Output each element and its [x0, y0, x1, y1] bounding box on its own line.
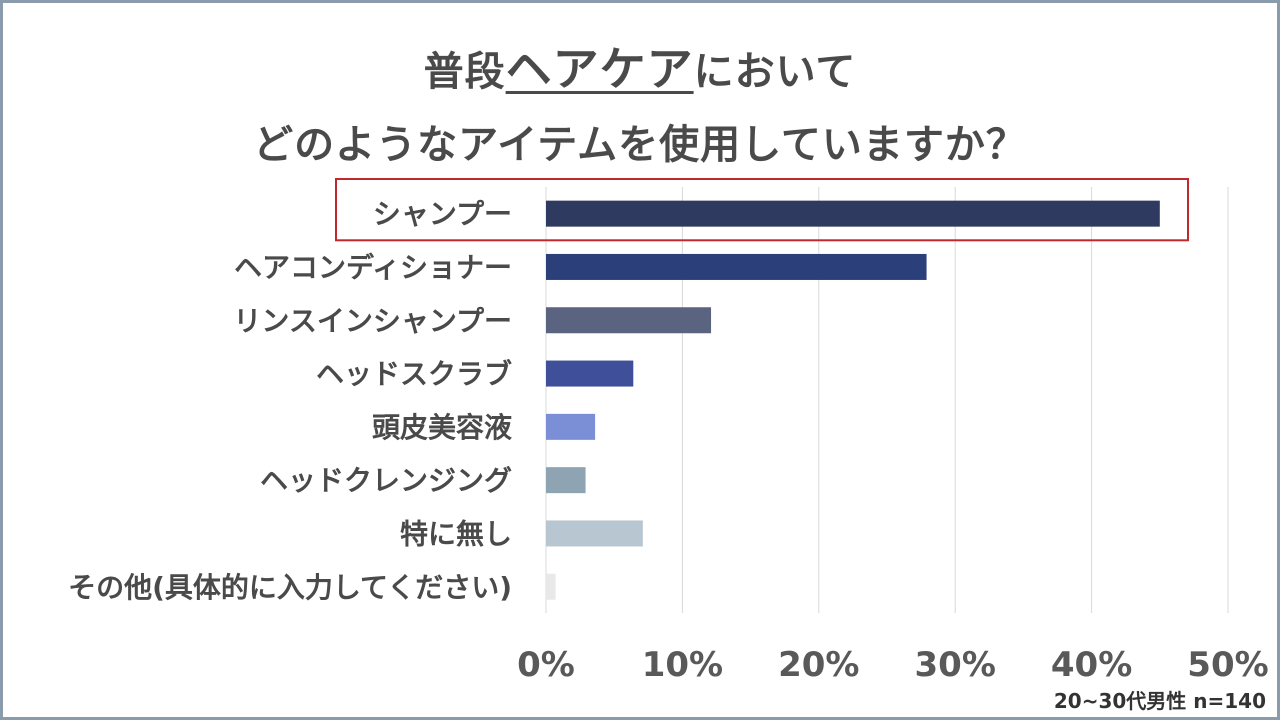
category-label-1: ヘアコンディショナー [234, 251, 512, 284]
bar-4 [546, 413, 596, 440]
title-suffix: において [693, 49, 857, 95]
title-prefix: 普段 [423, 49, 506, 95]
sample-note: 20~30代男性 n=140 [1053, 689, 1266, 713]
x-tick-label-2: 20% [778, 645, 859, 685]
x-tick-label-1: 10% [642, 645, 723, 685]
category-label-2: リンスインシャンプー [233, 304, 512, 337]
x-tick-label-0: 0% [517, 645, 575, 685]
bar-0 [546, 200, 1160, 227]
category-label-0: シャンプー [373, 198, 512, 231]
chart-title-line1: 普段ヘアケアにおいて [0, 33, 1280, 99]
category-label-4: 頭皮美容液 [372, 411, 512, 444]
bar-2 [546, 307, 712, 334]
x-tick-label-4: 40% [1051, 645, 1132, 685]
chart-title-line2: どのようなアイテムを使用していますか？ [253, 122, 1027, 168]
x-tick-label-5: 50% [1187, 645, 1268, 685]
bar-7 [546, 573, 556, 600]
bar-1 [546, 253, 927, 280]
category-label-6: 特に無し [400, 517, 512, 550]
category-label-5: ヘッドクレンジング [260, 464, 512, 497]
category-label-7: その他(具体的に入力してください) [68, 571, 512, 604]
highlight-box [335, 178, 1189, 242]
bar-6 [546, 520, 643, 547]
bar-5 [546, 467, 586, 494]
category-label-3: ヘッドスクラブ [316, 358, 512, 391]
title-highlight: ヘアケア [505, 42, 694, 96]
x-tick-label-3: 30% [915, 645, 996, 685]
bar-3 [546, 360, 634, 387]
